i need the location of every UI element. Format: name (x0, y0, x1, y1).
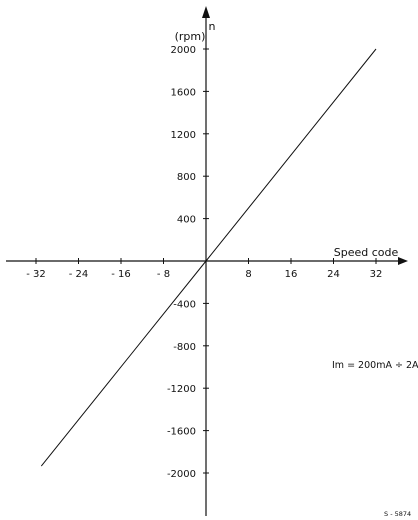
y-tick-label: -1200 (167, 384, 196, 395)
y-axis-arrowhead (202, 6, 210, 18)
x-tick-label: 8 (245, 269, 251, 280)
x-axis-label: Speed code (334, 246, 399, 259)
y-tick-label: 400 (177, 215, 196, 226)
y-axis-label-n: n (209, 20, 216, 33)
x-tick-label: 32 (370, 269, 383, 280)
axes (6, 6, 408, 516)
figure-reference-code: S - 5874 (384, 510, 411, 518)
series (40, 48, 377, 467)
x-tick-label: - 24 (69, 269, 89, 280)
x-tick-label: 24 (327, 269, 340, 280)
x-tick-label: - 32 (26, 269, 46, 280)
x-tick-label: - 8 (157, 269, 170, 280)
y-tick-label: -2000 (167, 469, 196, 480)
y-tick-label: -800 (173, 342, 196, 353)
x-tick-label: - 16 (111, 269, 131, 280)
y-axis-label-unit: (rpm) (175, 30, 206, 43)
y-tick-label: 2000 (171, 45, 196, 56)
y-tick-label: 1600 (171, 87, 196, 98)
y-tick-label: 800 (177, 172, 196, 183)
current-range-annotation: Im = 200mA ÷ 2A (332, 360, 418, 371)
y-tick-label: -1600 (167, 427, 196, 438)
series-line (40, 48, 377, 467)
x-tick-label: 16 (285, 269, 298, 280)
y-tick-label: 1200 (171, 130, 196, 141)
ticks: - 32 - 24 - 16 - 8 8 16 24 32 2000 1600 1200 800 400… (26, 45, 382, 480)
x-axis-arrowhead (398, 257, 408, 265)
y-tick-label: -400 (173, 299, 196, 310)
